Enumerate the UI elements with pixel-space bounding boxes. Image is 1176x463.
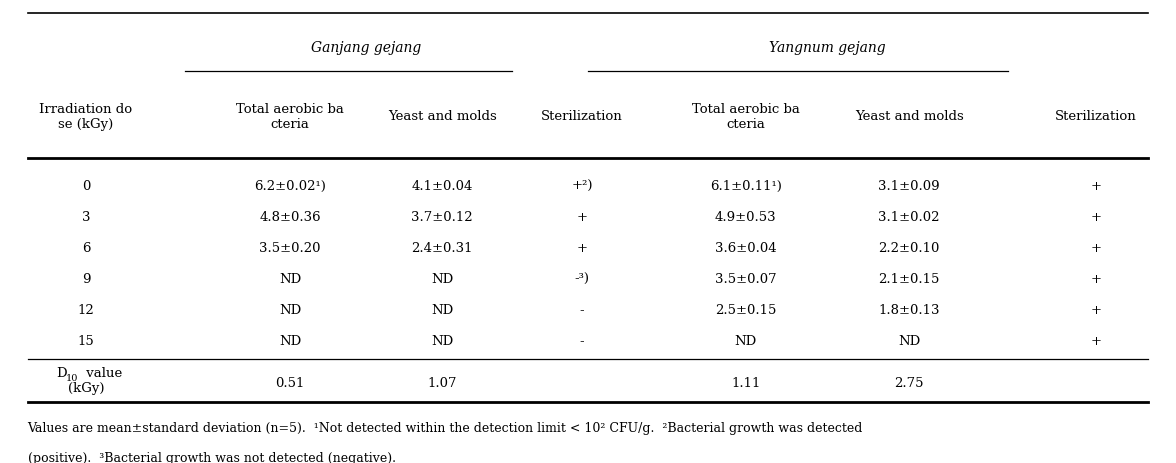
Text: 3.1±0.09: 3.1±0.09 [878,180,940,193]
Text: ND: ND [279,334,301,347]
Text: 9: 9 [81,273,91,286]
Text: 6: 6 [81,242,91,255]
Text: Yeast and molds: Yeast and molds [855,110,963,123]
Text: 2.4±0.31: 2.4±0.31 [412,242,473,255]
Text: +: + [1090,211,1102,224]
Text: +: + [1090,303,1102,316]
Text: +: + [1090,334,1102,347]
Text: 15: 15 [78,334,94,347]
Text: 2.5±0.15: 2.5±0.15 [715,303,776,316]
Text: 1.07: 1.07 [427,376,456,389]
Text: 4.8±0.36: 4.8±0.36 [260,211,321,224]
Text: 2.1±0.15: 2.1±0.15 [878,273,940,286]
Text: 3: 3 [81,211,91,224]
Text: Total aerobic ba
cteria: Total aerobic ba cteria [236,102,345,130]
Text: (kGy): (kGy) [68,381,105,394]
Text: -: - [580,334,584,347]
Text: 10: 10 [66,373,79,382]
Text: 1.11: 1.11 [731,376,761,389]
Text: Ganjang gejang: Ganjang gejang [310,41,421,55]
Text: Yeast and molds: Yeast and molds [388,110,496,123]
Text: 3.5±0.07: 3.5±0.07 [715,273,776,286]
Text: +: + [1090,180,1102,193]
Text: 0.51: 0.51 [275,376,305,389]
Text: 3.7±0.12: 3.7±0.12 [412,211,473,224]
Text: Sterilization: Sterilization [1055,110,1137,123]
Text: Irradiation do
se (kGy): Irradiation do se (kGy) [39,102,133,130]
Text: (positive).  ³Bacterial growth was not detected (negative).: (positive). ³Bacterial growth was not de… [27,451,395,463]
Text: 3.6±0.04: 3.6±0.04 [715,242,776,255]
Text: -³): -³) [575,273,589,286]
Text: +: + [1090,242,1102,255]
Text: ND: ND [898,334,921,347]
Text: -: - [580,303,584,316]
Text: Values are mean±standard deviation (n=5).  ¹Not detected within the detection li: Values are mean±standard deviation (n=5)… [27,421,863,434]
Text: +: + [576,242,588,255]
Text: Sterilization: Sterilization [541,110,623,123]
Text: 4.1±0.04: 4.1±0.04 [412,180,473,193]
Text: 3.1±0.02: 3.1±0.02 [878,211,940,224]
Text: 6.1±0.11¹): 6.1±0.11¹) [709,180,782,193]
Text: ND: ND [430,273,453,286]
Text: 0: 0 [81,180,91,193]
Text: +: + [1090,273,1102,286]
Text: Yangnum gejang: Yangnum gejang [769,41,886,55]
Text: 1.8±0.13: 1.8±0.13 [878,303,940,316]
Text: 2.75: 2.75 [895,376,924,389]
Text: +: + [576,211,588,224]
Text: ND: ND [279,273,301,286]
Text: Total aerobic ba
cteria: Total aerobic ba cteria [691,102,800,130]
Text: D: D [56,366,67,379]
Text: ND: ND [430,303,453,316]
Text: 2.2±0.10: 2.2±0.10 [878,242,940,255]
Text: +²): +²) [572,180,593,193]
Text: 6.2±0.02¹): 6.2±0.02¹) [254,180,326,193]
Text: ND: ND [430,334,453,347]
Text: value: value [82,366,122,379]
Text: 3.5±0.20: 3.5±0.20 [260,242,321,255]
Text: ND: ND [735,334,757,347]
Text: 12: 12 [78,303,94,316]
Text: 4.9±0.53: 4.9±0.53 [715,211,776,224]
Text: ND: ND [279,303,301,316]
